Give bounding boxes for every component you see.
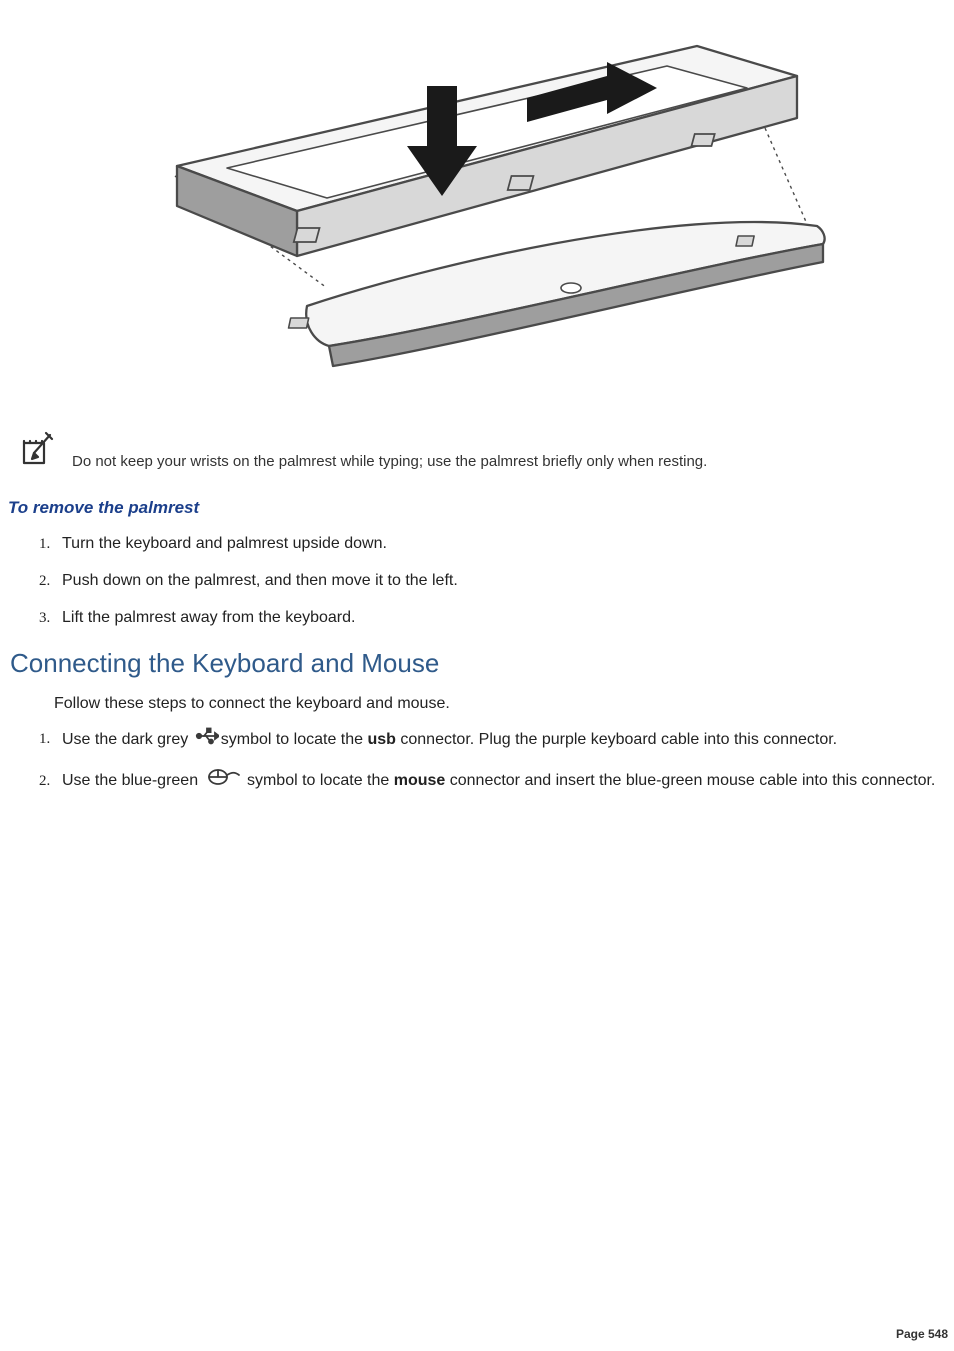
step-text: symbol to locate the [221, 730, 368, 747]
connecting-lead: Follow these steps to connect the keyboa… [54, 695, 946, 713]
step-text: connector. Plug the purple keyboard cabl… [396, 730, 837, 747]
usb-icon [195, 727, 219, 752]
step-text: Use the dark grey [62, 730, 193, 747]
list-item: Use the dark grey symbol to locate the u… [54, 727, 946, 752]
remove-steps-list: Turn the keyboard and palmrest upside do… [8, 532, 946, 630]
note-text: Do not keep your wrists on the palmrest … [72, 451, 707, 472]
connect-steps-list: Use the dark grey symbol to locate the u… [8, 727, 946, 795]
list-item: Turn the keyboard and palmrest upside do… [54, 532, 946, 555]
remove-palmrest-heading: To remove the palmrest [8, 498, 946, 518]
connecting-heading: Connecting the Keyboard and Mouse [10, 648, 946, 679]
step-text: symbol to locate the [243, 772, 394, 789]
step-text: connector and insert the blue-green mous… [445, 772, 935, 789]
palmrest-illustration [97, 6, 857, 396]
list-item: Use the blue-green symbol to locate the … [54, 766, 946, 795]
usb-label: usb [367, 730, 395, 747]
palmrest-diagram [8, 0, 946, 401]
list-item: Lift the palmrest away from the keyboard… [54, 606, 946, 629]
note-icon [16, 429, 62, 472]
mouse-icon [205, 766, 241, 795]
page-number: Page 548 [896, 1327, 948, 1341]
mouse-label: mouse [394, 772, 446, 789]
list-item: Push down on the palmrest, and then move… [54, 569, 946, 592]
step-text: Use the blue-green [62, 772, 203, 789]
